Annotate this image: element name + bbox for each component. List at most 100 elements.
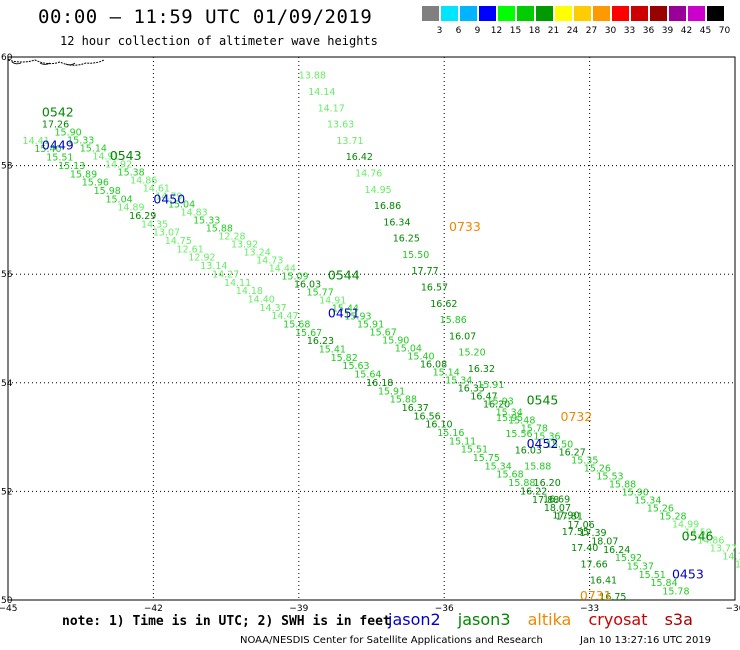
page-subtitle: 12 hour collection of altimeter wave hei… (60, 34, 378, 48)
wave-height-value: 15.88 (206, 224, 233, 235)
wave-height-value: 15.56 (505, 429, 532, 440)
wave-height-value: 15.88 (508, 478, 535, 489)
wave-height-value: 15.20 (458, 348, 485, 359)
wave-height-value: 16.25 (393, 234, 420, 245)
mission-legend: jason2 jason3 altika cryosat s3a (388, 610, 705, 629)
wave-height-value: 15.34 (634, 495, 661, 506)
longitude-tick-label: −30 (726, 604, 740, 614)
pass-label-jason2: 0449 (42, 137, 74, 152)
wave-height-value: 12.28 (218, 232, 245, 243)
wave-height-value: 15.53 (596, 471, 623, 482)
pass-label-jason3: 0545 (527, 393, 559, 408)
wave-height-value: 15.44 (332, 304, 359, 315)
wave-height-value: 15.48 (508, 415, 535, 426)
wave-height-value: 15.11 (449, 436, 476, 447)
wave-height-value: 15.50 (402, 250, 429, 261)
wave-height-value: 15.26 (647, 503, 674, 514)
wave-height-value: 16.24 (603, 545, 630, 556)
wave-height-value: 17.06 (568, 520, 595, 531)
wave-height-value: 17.55 (562, 527, 589, 538)
pass-label-jason3: 0544 (328, 268, 360, 283)
pass-label-altika: 0731 (580, 588, 612, 603)
pass-label-jason3: 0542 (42, 105, 74, 120)
wave-height-value: 15.82 (331, 353, 358, 364)
color-scale-label: 9 (474, 26, 481, 36)
wave-height-value: 13.88 (299, 71, 326, 82)
wave-height-value: 15.77 (307, 288, 334, 299)
wave-height-value: 16.18 (366, 378, 393, 389)
color-scale-label: 21 (547, 26, 560, 36)
color-swatch (707, 6, 724, 21)
wave-height-value: 15.96 (82, 178, 109, 189)
color-swatch (631, 6, 648, 21)
wave-height-value: 16.86 (374, 201, 401, 212)
wave-height-value: 14.14 (722, 551, 740, 562)
wave-height-value: 16.75 (599, 592, 626, 603)
wave-height-value: 14.76 (355, 168, 382, 179)
latitude-tick-label: 50 (1, 596, 13, 606)
wave-height-value: 14.79 (155, 192, 182, 203)
wave-height-value: 15.90 (55, 128, 82, 139)
wave-height-value: 15.92 (615, 553, 642, 564)
pass-labels: 0542 0449 0543 0450 0733 0544 0451 054507320452… (42, 105, 714, 603)
wave-height-value: 15.88 (609, 479, 636, 490)
longitude-tick-label: −45 (0, 604, 18, 614)
altimeter-tracks: 17.2615.9015.3315.1414.9114.9215.3814.86… (23, 71, 740, 603)
wave-height-value: 17.40 (571, 543, 598, 554)
wave-height-value: 15.91 (477, 380, 504, 391)
wave-height-value: 15.28 (659, 511, 686, 522)
wave-height-value: 16.23 (307, 336, 334, 347)
legend-jason3: jason3 (457, 610, 511, 629)
color-scale-label: 15 (509, 26, 522, 36)
wave-height-value: 15.51 (46, 153, 73, 164)
color-swatch (536, 6, 553, 21)
wave-height-value: 14.86 (130, 176, 157, 187)
wave-height-value: 15.68 (496, 470, 523, 481)
wave-height-value: 15.91 (378, 386, 405, 397)
pass-label-jason3: 0543 (110, 148, 142, 163)
wave-height-value: 15.63 (342, 361, 369, 372)
wave-height-value: 15.35 (571, 455, 598, 466)
color-scale-label: 45 (699, 26, 712, 36)
wave-height-value: 15.91 (357, 320, 384, 331)
greenland-coastline (7, 59, 105, 66)
wave-height-value: 14.47 (271, 311, 298, 322)
wave-height-value: 15.93 (487, 397, 514, 408)
wave-height-value: 16.03 (515, 445, 542, 456)
wave-height-value: 15.04 (105, 194, 132, 205)
wave-height-value: 15.26 (584, 463, 611, 474)
wave-height-value: 15.04 (168, 200, 195, 211)
color-scale-label: 12 (490, 26, 503, 36)
wave-height-value: 16.08 (420, 359, 447, 370)
wave-height-value: 18.07 (544, 503, 571, 514)
longitude-tick-label: −36 (435, 604, 454, 614)
latitude-tick-label: 58 (1, 162, 13, 172)
wave-height-value: 17.66 (581, 559, 608, 570)
wave-height-value: 15.90 (382, 336, 409, 347)
wave-height-value: 15.95 (496, 413, 523, 424)
wave-height-value: 15.09 (281, 272, 308, 283)
wave-height-value: 15.16 (437, 428, 464, 439)
wave-height-value: 15.38 (118, 168, 145, 179)
color-swatch (612, 6, 629, 21)
wave-height-value: 16.35 (458, 383, 485, 394)
wave-height-value: 16.69 (543, 494, 570, 505)
wave-height-value: 15.33 (193, 216, 220, 227)
wave-height-value: 12.61 (177, 244, 204, 255)
wave-height-value: 15.40 (407, 352, 434, 363)
latitude-tick-label: 52 (1, 487, 12, 497)
wave-height-value: 15.75 (473, 453, 500, 464)
wave-height-value: 16.37 (402, 403, 429, 414)
wave-height-value: 14.95 (365, 185, 392, 196)
wave-height-value: 15.78 (521, 423, 548, 434)
wave-height-value: 18.07 (591, 536, 618, 547)
wave-height-value: 16.41 (590, 576, 617, 587)
wave-height-value: 13.71 (336, 136, 363, 147)
legend-jason2: jason2 (388, 610, 441, 629)
wave-height-value: 16.10 (425, 420, 452, 431)
pass-label-jason2: 0453 (672, 566, 704, 581)
wave-height-value: 17.90 (552, 511, 579, 522)
page-title: 00:00 – 11:59 UTC 01/09/2019 (38, 6, 373, 28)
wave-height-value: 17.77 (411, 266, 438, 277)
